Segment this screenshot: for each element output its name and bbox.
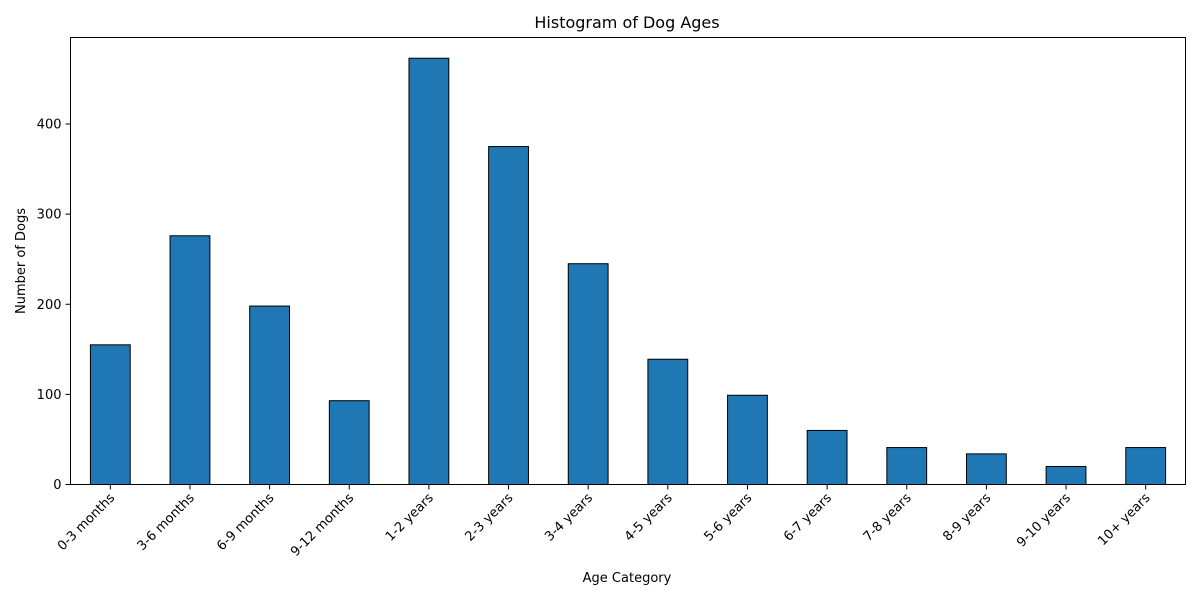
bar-4-5-years	[647, 358, 689, 486]
x-tick-label: 2-3 years	[463, 491, 517, 545]
bars-layer	[89, 57, 1167, 486]
x-tick-label: 8-9 years	[940, 491, 994, 545]
bar-8-9-years	[965, 453, 1007, 485]
bar-3-4-years	[567, 263, 609, 486]
y-tick-label: 0	[53, 478, 61, 493]
x-tick-label: 3-6 months	[135, 491, 198, 554]
y-axis-ticks: 0 100 200 300 400	[37, 118, 71, 493]
x-tick-label: 1-2 years	[383, 491, 437, 545]
y-tick-label: 100	[37, 388, 62, 403]
bar-9-10-years	[1045, 465, 1087, 486]
bar-6-9-months	[249, 305, 291, 485]
bar-5-6-years	[727, 394, 768, 485]
x-tick-label: 4-5 years	[622, 491, 676, 545]
bar-9-12-months	[328, 400, 370, 485]
x-axis-ticks: 0-3 months 3-6 months 6-9 months 9-12 month…	[55, 484, 1154, 560]
bar-1-2-years	[408, 57, 450, 485]
bar-2-3-years	[488, 146, 529, 486]
x-tick-label: 7-8 years	[861, 491, 915, 545]
bar-6-7-years	[806, 429, 848, 485]
bar-7-8-years	[886, 447, 928, 485]
bar-10-years	[1125, 447, 1167, 485]
y-axis-label: Number of Dogs	[14, 208, 29, 314]
chart-title: Histogram of Dog Ages	[534, 13, 719, 32]
y-tick-label: 300	[37, 208, 62, 223]
y-tick-label: 400	[37, 118, 62, 133]
x-axis-label: Age Category	[583, 571, 672, 586]
x-tick-label: 9-12 months	[288, 491, 357, 560]
plot-frame	[70, 37, 1186, 485]
x-tick-label: 6-7 years	[781, 491, 835, 545]
x-tick-label: 0-3 months	[55, 491, 118, 554]
x-tick-label: 3-4 years	[542, 491, 596, 545]
x-tick-label: 5-6 years	[701, 491, 755, 545]
bar-3-6-months	[169, 235, 211, 485]
x-tick-label: 10+ years	[1095, 491, 1153, 549]
bar-0-3-months	[89, 344, 131, 485]
y-tick-label: 200	[37, 298, 62, 313]
x-tick-label: 9-10 years	[1014, 491, 1074, 551]
x-tick-label: 6-9 months	[214, 491, 277, 554]
